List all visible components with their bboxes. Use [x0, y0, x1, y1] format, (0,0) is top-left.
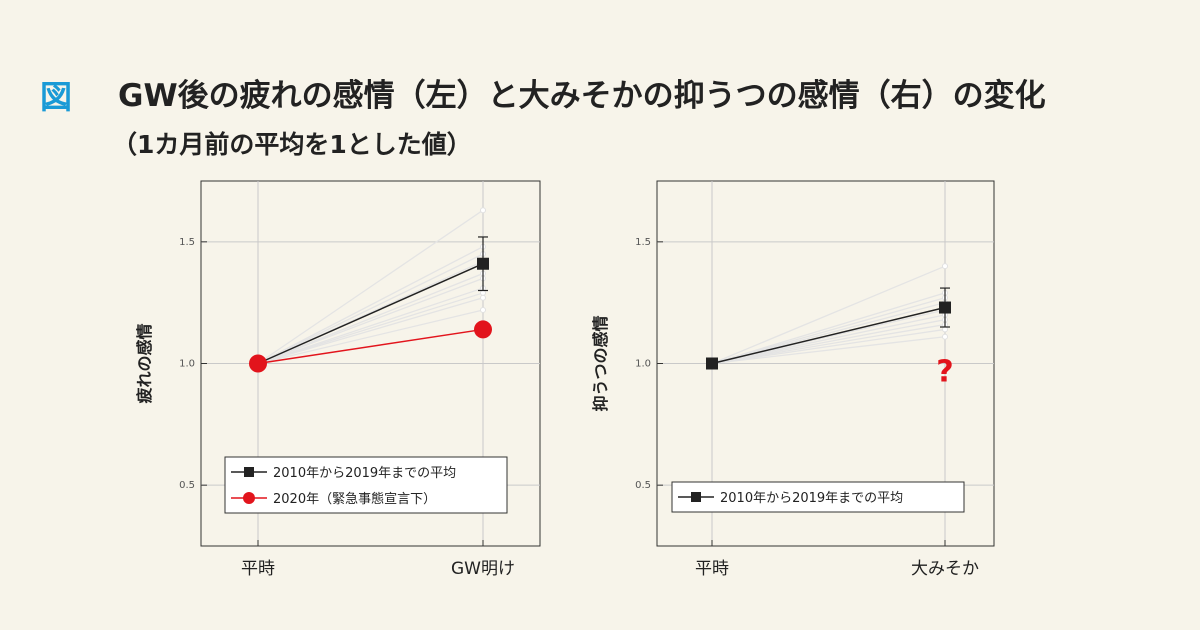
- series-line: [711, 306, 946, 365]
- legend-box: [671, 481, 965, 513]
- series-line: [257, 263, 484, 365]
- year-line: [257, 292, 484, 365]
- year-line: [257, 209, 484, 365]
- year-point: [480, 306, 486, 313]
- y-tick-label: 1.5: [635, 237, 651, 248]
- year-point: [942, 333, 948, 340]
- year-point: [480, 207, 486, 214]
- data-point: [249, 354, 267, 373]
- year-line: [257, 277, 484, 365]
- legend-entry: 2020年（緊急事態宣言下）: [273, 491, 436, 507]
- y-axis-label: 抑うつの感情: [591, 315, 610, 411]
- year-line: [711, 292, 946, 365]
- y-tick-label: 0.5: [179, 480, 195, 491]
- data-point: [474, 320, 492, 339]
- y-axis-label: 疲れの感情: [135, 323, 154, 403]
- year-line: [711, 302, 946, 365]
- left-chart-fatigue: 0.5 1.0 1.5 平時 GW明け 疲れの感情 2010年から2019年までの平均 202…: [135, 180, 541, 579]
- legend-marker: [244, 467, 254, 477]
- year-line: [711, 336, 946, 365]
- year-line: [257, 272, 484, 365]
- year-line: [257, 309, 484, 365]
- y-tick-label: 1.5: [179, 237, 195, 248]
- year-line: [711, 265, 946, 365]
- year-line: [711, 323, 946, 365]
- year-point: [942, 263, 948, 270]
- x-category-label: 大みそか: [911, 559, 979, 579]
- year-point: [480, 289, 486, 296]
- question-mark-annotation: ?: [936, 355, 953, 390]
- legend-box: [224, 456, 508, 514]
- y-tick-label: 1.0: [635, 359, 651, 370]
- y-tick-label: 0.5: [635, 480, 651, 491]
- x-category-label: GW明け: [451, 559, 515, 579]
- year-line: [257, 297, 484, 365]
- y-tick-label: 1.0: [179, 359, 195, 370]
- chart-title: GW後の疲れの感情（左）と大みそかの抑うつの感情（右）の変化: [118, 78, 1046, 114]
- data-point: [477, 257, 489, 270]
- year-point: [942, 326, 948, 333]
- year-line: [711, 328, 946, 365]
- year-line: [257, 246, 484, 365]
- data-point: [939, 301, 951, 314]
- legend-entry: 2010年から2019年までの平均: [720, 491, 903, 506]
- year-line: [257, 253, 484, 365]
- x-category-label: 平時: [695, 559, 729, 579]
- year-line: [711, 314, 946, 365]
- series-line: [257, 328, 484, 365]
- x-category-label: 平時: [241, 559, 275, 579]
- year-line: [257, 287, 484, 365]
- chart-subtitle: （1カ月前の平均を1とした値）: [112, 130, 472, 159]
- legend-marker: [243, 492, 255, 504]
- legend-marker: [691, 492, 701, 502]
- figure-label: 図: [40, 78, 73, 116]
- year-line: [711, 319, 946, 365]
- year-line: [711, 297, 946, 365]
- right-chart-depression: 0.5 1.0 1.5 平時 大みそか 抑うつの感情 ? 2010年から2019年までの平均: [591, 180, 995, 579]
- legend-entry: 2010年から2019年までの平均: [273, 466, 456, 481]
- data-point: [706, 357, 718, 370]
- year-point: [480, 294, 486, 301]
